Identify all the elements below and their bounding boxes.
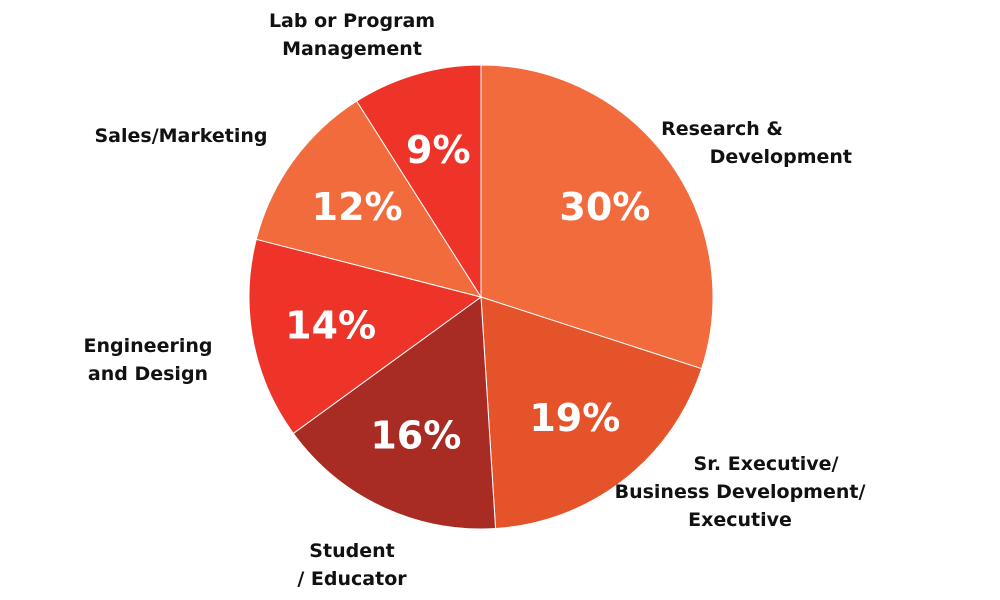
category-label-line: Engineering	[84, 335, 213, 357]
category-label: Lab or Program Management	[269, 10, 435, 60]
category-label-line: Sales/Marketing	[95, 125, 268, 147]
category-label-line: Executive	[688, 509, 792, 531]
category-label: Student / Educator	[297, 540, 407, 590]
category-label: Sr. Executive/Business Development/Execu…	[615, 453, 866, 531]
pie-slice	[480, 64, 714, 370]
category-label-line: and Design	[88, 363, 208, 385]
slice-percent-label: 9%	[406, 128, 471, 172]
pie-slice	[292, 296, 497, 530]
category-labels: Research & Development Sr. Executive/Busi…	[84, 10, 866, 590]
pie-slice	[480, 296, 703, 530]
category-label: Engineering and Design	[84, 335, 213, 385]
category-label: Research & Development	[661, 118, 852, 168]
pie-slices	[248, 64, 714, 530]
pie-slice	[255, 100, 483, 298]
category-label-line: Lab or Program	[269, 10, 435, 32]
category-label-line: Research &	[661, 118, 783, 140]
category-label-line: Management	[282, 38, 422, 60]
category-label-line: Business Development/	[615, 481, 866, 503]
slice-percent-label: 14%	[285, 304, 376, 348]
slice-percent-label: 30%	[559, 185, 650, 229]
category-label-line: Student	[309, 540, 394, 562]
category-label: Sales/Marketing	[95, 125, 268, 147]
category-label-line: Sr. Executive/	[694, 453, 839, 475]
pie-slice	[355, 64, 482, 299]
slice-percent-label: 12%	[312, 185, 403, 229]
category-label-line: / Educator	[297, 568, 407, 590]
category-label-line: Development	[710, 146, 852, 168]
percent-labels: 30% 19% 16% 14% 12%9%	[285, 128, 650, 458]
slice-percent-label: 19%	[529, 396, 620, 440]
pie-slice	[248, 238, 483, 435]
slice-percent-label: 16%	[370, 414, 461, 458]
